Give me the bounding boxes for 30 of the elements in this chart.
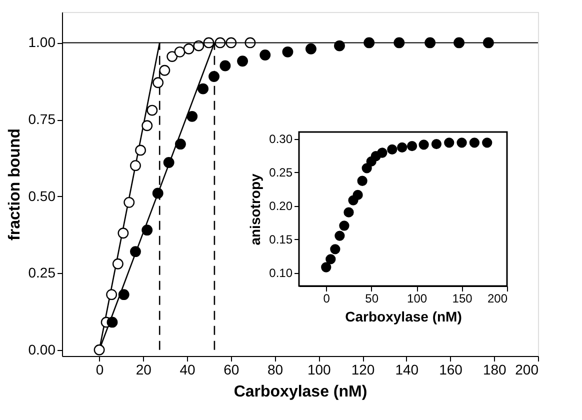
y-tick-label: 0.20 <box>269 199 293 214</box>
x-axis-title: Carboxylase (nM) <box>234 384 368 400</box>
y-tick-label: 0.75 <box>28 111 56 127</box>
y-tick-label: 0.00 <box>28 341 56 358</box>
y-tick-label: 0.30 <box>269 132 293 146</box>
y-tick-label: 0.25 <box>269 166 293 180</box>
x-tick-label: 40 <box>180 362 196 378</box>
y-tick-label: 0.25 <box>28 264 56 281</box>
x-tick-label: 200 <box>515 362 539 378</box>
x-tick-label: 50 <box>365 292 379 306</box>
x-tick-label: 180 <box>482 362 507 378</box>
y-axis-title: anisotropy <box>247 174 264 246</box>
x-tick-label: 140 <box>395 362 419 378</box>
x-tick-label: 100 <box>407 292 428 306</box>
x-tick-label: 80 <box>267 362 284 378</box>
x-tick-label: 150 <box>452 292 473 306</box>
y-tick-label: 0.50 <box>28 188 56 204</box>
x-tick-label: 160 <box>439 362 463 378</box>
x-axis-title: Carboxylase (nM) <box>345 308 462 324</box>
x-tick-label: 20 <box>136 362 152 378</box>
y-tick-label: 0.10 <box>269 266 293 280</box>
x-tick-label: 0 <box>323 292 330 306</box>
x-tick-label: 200 <box>487 292 508 306</box>
y-axis-title: fraction bound <box>6 128 24 240</box>
y-tick-label: 1.00 <box>28 34 56 50</box>
x-tick-label: 100 <box>307 362 332 378</box>
y-tick-label: 0.15 <box>269 232 293 247</box>
x-tick-label: 120 <box>351 362 375 378</box>
x-tick-label: 60 <box>224 362 240 378</box>
x-tick-label: 0 <box>96 362 104 378</box>
